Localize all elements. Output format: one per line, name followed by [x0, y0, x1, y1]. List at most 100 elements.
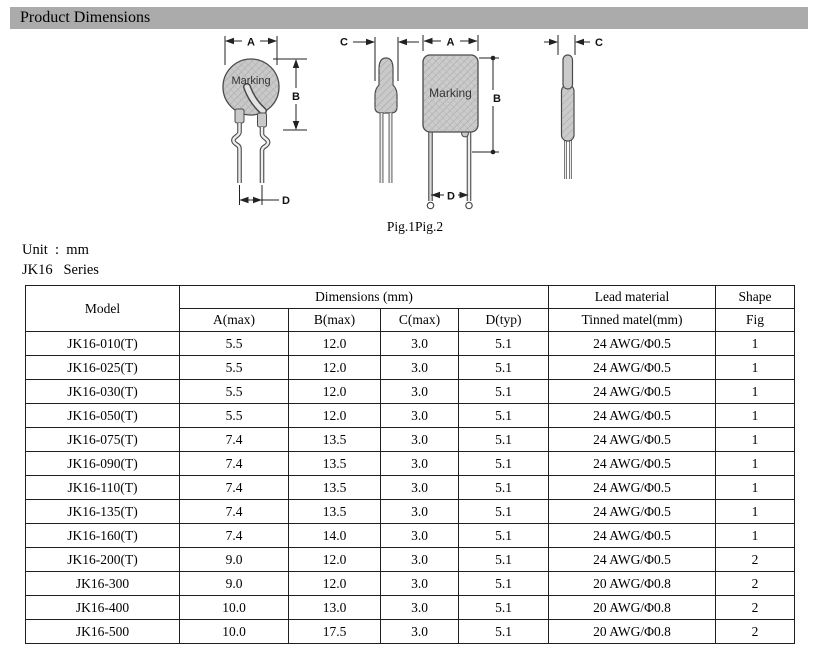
cell-lead: 24 AWG/Φ0.5 [548, 355, 716, 380]
cell-a: 7.4 [179, 499, 289, 524]
cell-lead: 20 AWG/Φ0.8 [548, 571, 716, 596]
cell-fig: 1 [715, 523, 795, 548]
table-row: JK16-110(T) 7.4 13.5 3.0 5.1 24 AWG/Φ0.5 1 [25, 475, 795, 500]
table-row: JK16-050(T) 5.5 12.0 3.0 5.1 24 AWG/Φ0.5 1 [25, 403, 795, 428]
col-header-model: Model [25, 285, 180, 332]
table-row: JK16-010(T) 5.5 12.0 3.0 5.1 24 AWG/Φ0.5 1 [25, 331, 795, 356]
cell-lead: 24 AWG/Φ0.5 [548, 427, 716, 452]
fig1-dim-b [273, 58, 307, 131]
lead-end-mark [465, 201, 473, 210]
col-header-d-typ: D(typ) [458, 308, 549, 332]
cell-a: 5.5 [179, 379, 289, 404]
dim-label-a: A [447, 37, 455, 49]
cell-model: JK16-400 [25, 595, 180, 620]
cell-fig: 2 [715, 619, 795, 644]
fig1-side-view: C [340, 37, 419, 183]
table-row: JK16-200(T) 9.0 12.0 3.0 5.1 24 AWG/Φ0.5 2 [25, 547, 795, 572]
cell-d: 5.1 [458, 499, 549, 524]
cell-d: 5.1 [458, 403, 549, 428]
cell-a: 10.0 [179, 619, 289, 644]
cell-lead: 24 AWG/Φ0.5 [548, 379, 716, 404]
table-row: JK16-400 10.0 13.0 3.0 5.1 20 AWG/Φ0.8 2 [25, 595, 795, 620]
cell-fig: 1 [715, 499, 795, 524]
cell-b: 13.5 [288, 499, 381, 524]
table-row: JK16-030(T) 5.5 12.0 3.0 5.1 24 AWG/Φ0.5 1 [25, 379, 795, 404]
dimension-figures: A Marking [195, 33, 635, 213]
cell-lead: 20 AWG/Φ0.8 [548, 619, 716, 644]
col-group-dimensions: Dimensions (mm) [179, 285, 549, 309]
cell-a: 7.4 [179, 475, 289, 500]
unit-label: Unit : mm [22, 242, 89, 258]
cell-b: 17.5 [288, 619, 381, 644]
fig2-dim-d [431, 191, 469, 199]
lead-stub [257, 112, 267, 128]
col-header-fig: Fig [715, 308, 795, 332]
cell-d: 5.1 [458, 355, 549, 380]
dim-label-a: A [247, 37, 255, 49]
cell-d: 5.1 [458, 331, 549, 356]
cell-b: 13.5 [288, 427, 381, 452]
table-row: JK16-025(T) 5.5 12.0 3.0 5.1 24 AWG/Φ0.5 1 [25, 355, 795, 380]
fig1-dim-c [353, 37, 419, 81]
cell-c: 3.0 [380, 355, 459, 380]
cell-model: JK16-300 [25, 571, 180, 596]
col-group-shape: Shape [715, 285, 795, 309]
cell-c: 3.0 [380, 499, 459, 524]
cell-model: JK16-010(T) [25, 331, 180, 356]
cell-c: 3.0 [380, 331, 459, 356]
cell-c: 3.0 [380, 403, 459, 428]
cell-lead: 24 AWG/Φ0.5 [548, 499, 716, 524]
cell-model: JK16-090(T) [25, 451, 180, 476]
cell-c: 3.0 [380, 571, 459, 596]
cell-lead: 24 AWG/Φ0.5 [548, 331, 716, 356]
cell-a: 7.4 [179, 451, 289, 476]
cell-fig: 1 [715, 355, 795, 380]
cell-model: JK16-200(T) [25, 547, 180, 572]
cell-c: 3.0 [380, 475, 459, 500]
cell-c: 3.0 [380, 523, 459, 548]
dimension-figures-svg: A Marking [222, 35, 603, 210]
dimensions-table: Model Dimensions (mm) Lead material Shap… [25, 285, 795, 644]
cell-c: 3.0 [380, 619, 459, 644]
fig1-leads [231, 123, 271, 183]
marking-label: Marking [429, 86, 472, 100]
figure-caption: Pig.1Pig.2 [386, 219, 444, 234]
cell-d: 5.1 [458, 523, 549, 548]
cell-lead: 24 AWG/Φ0.5 [548, 547, 716, 572]
cell-b: 13.0 [288, 595, 381, 620]
dim-label-c: C [340, 37, 348, 49]
cell-d: 5.1 [458, 595, 549, 620]
cell-fig: 1 [715, 403, 795, 428]
col-header-a-max: A(max) [179, 308, 289, 332]
dim-label-b: B [292, 91, 300, 103]
cell-c: 3.0 [380, 379, 459, 404]
table-row: JK16-300 9.0 12.0 3.0 5.1 20 AWG/Φ0.8 2 [25, 571, 795, 596]
fig1-side-leads [379, 113, 393, 183]
col-group-lead-material: Lead material [548, 285, 716, 309]
cell-a: 5.5 [179, 355, 289, 380]
cell-lead: 24 AWG/Φ0.5 [548, 475, 716, 500]
fig1-front-view: A Marking [222, 36, 307, 207]
cell-b: 12.0 [288, 547, 381, 572]
cell-fig: 2 [715, 547, 795, 572]
cell-a: 7.4 [179, 427, 289, 452]
cell-model: JK16-030(T) [25, 379, 180, 404]
cell-b: 14.0 [288, 523, 381, 548]
col-header-c-max: C(max) [380, 308, 459, 332]
cell-c: 3.0 [380, 427, 459, 452]
fig1-dim-a [224, 36, 278, 65]
cell-fig: 1 [715, 331, 795, 356]
table-row: JK16-135(T) 7.4 13.5 3.0 5.1 24 AWG/Φ0.5 1 [25, 499, 795, 524]
cell-b: 12.0 [288, 331, 381, 356]
cell-lead: 20 AWG/Φ0.8 [548, 595, 716, 620]
cell-a: 9.0 [179, 547, 289, 572]
cell-b: 12.0 [288, 379, 381, 404]
marking-label: Marking [231, 75, 270, 87]
cell-c: 3.0 [380, 547, 459, 572]
cell-model: JK16-135(T) [25, 499, 180, 524]
table-row: JK16-160(T) 7.4 14.0 3.0 5.1 24 AWG/Φ0.5 1 [25, 523, 795, 548]
cell-fig: 2 [715, 571, 795, 596]
series-label: JK16 Series [22, 262, 99, 278]
fig2-leads [428, 132, 472, 201]
